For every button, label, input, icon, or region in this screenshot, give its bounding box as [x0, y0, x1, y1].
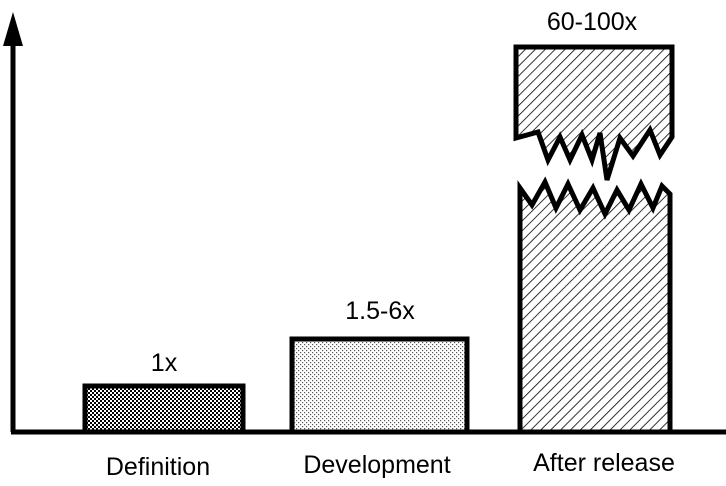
- bar-after-release-bottom: [517, 176, 673, 435]
- value-label-development: 1.5-6x: [345, 297, 415, 325]
- category-label-definition: Definition: [106, 453, 210, 481]
- value-label-after-release: 60-100x: [547, 8, 638, 36]
- category-label-development: Development: [303, 451, 450, 479]
- bar-after-release-top: [513, 44, 675, 181]
- bar-development: [289, 336, 470, 435]
- bar-definition: [82, 383, 246, 435]
- bar-after-release: [513, 44, 675, 435]
- value-label-definition: 1x: [151, 349, 178, 377]
- y-axis-arrowhead: [3, 12, 23, 46]
- category-label-after-release: After release: [533, 449, 675, 477]
